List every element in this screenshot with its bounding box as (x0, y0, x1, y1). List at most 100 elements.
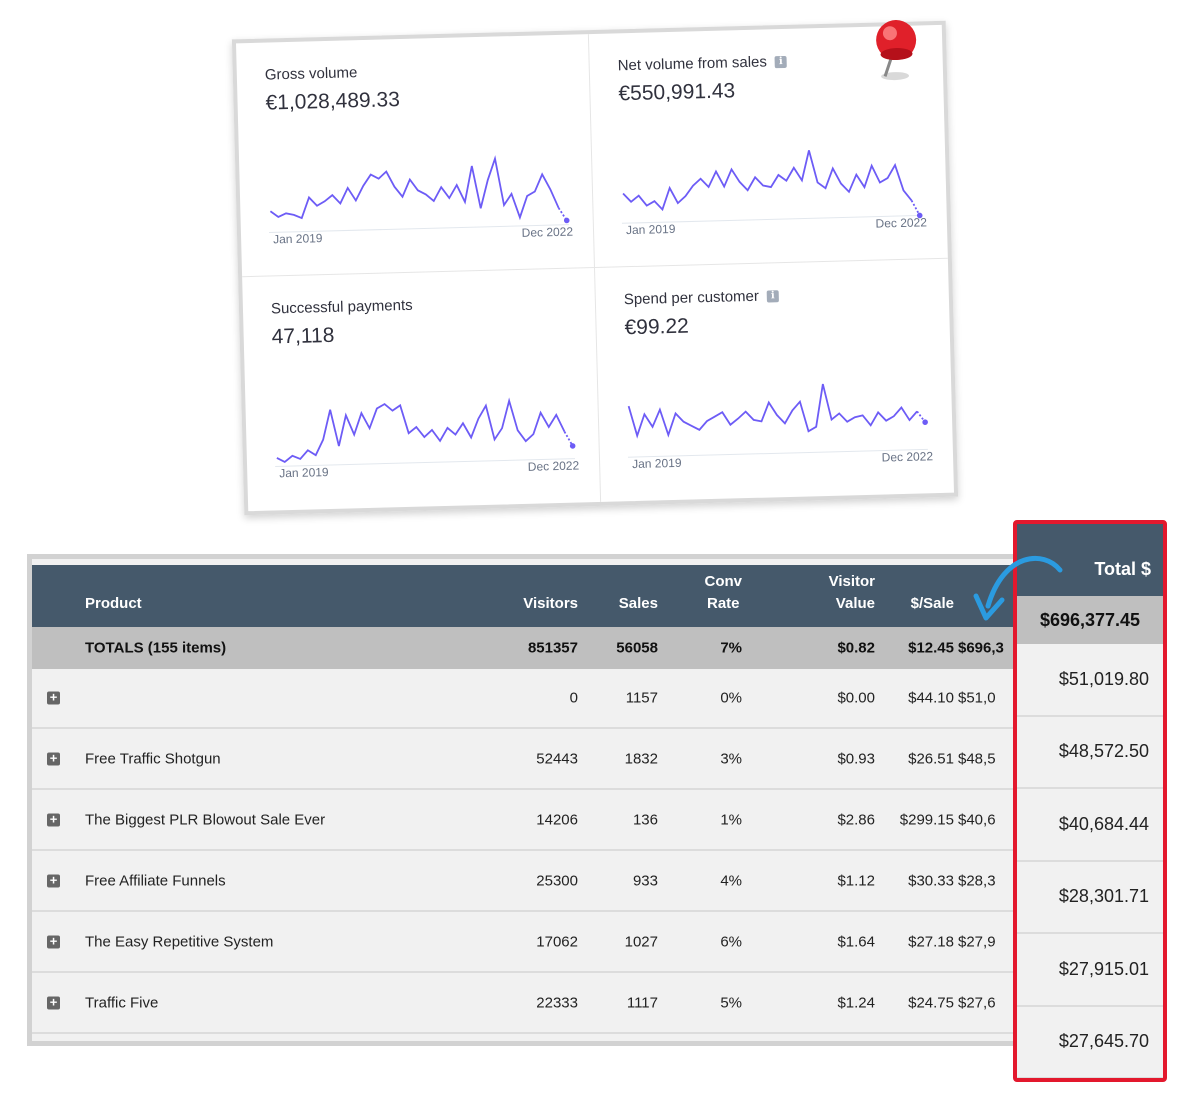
header-visitors[interactable]: Visitors (523, 595, 578, 612)
sparkline-baseline (275, 458, 575, 467)
row-sales: 136 (632, 811, 658, 829)
table-header: Product Visitors Sales Conv Rate Visitor… (32, 565, 1032, 627)
axis-start-label: Jan 2019 (272, 231, 323, 247)
row-product[interactable]: The Biggest PLR Blowout Sale Ever (85, 811, 326, 829)
row-product[interactable]: Traffic Five (85, 994, 159, 1012)
header-conv-rate[interactable]: Conv Rate (705, 571, 743, 615)
axis-start-label: Jan 2019 (631, 455, 682, 472)
highlight-total-cell: $28,301.71 (1017, 862, 1163, 934)
table-row[interactable]: + Free Traffic Shotgun 52443 1832 3% $0.93 $26… (32, 730, 1032, 790)
totals-per-sale: $12.45 (908, 639, 954, 657)
plus-square-icon[interactable]: + (47, 874, 60, 888)
axis-end-label: Dec 2022 (527, 458, 580, 474)
sparkline-baseline (621, 214, 922, 224)
highlight-total-cell: $51,019.80 (1017, 644, 1163, 717)
header-sales[interactable]: Sales (618, 595, 658, 612)
row-per-sale: $26.51 (908, 750, 954, 768)
axis-start-label: Jan 2019 (625, 221, 676, 238)
row-visitors: 14206 (536, 811, 578, 829)
plus-square-icon[interactable]: + (47, 935, 60, 949)
row-visitor-value: $1.24 (837, 994, 875, 1012)
sparkline-series (269, 155, 560, 221)
dashboard-card: Gross volume €1,028,489.33 Jan 2019 Dec 202… (231, 20, 959, 516)
sparkline-series (276, 397, 566, 464)
row-visitor-value: $1.12 (837, 872, 875, 890)
sparkline-baseline (268, 224, 569, 234)
table-row[interactable]: + Free Affiliate Funnels 25300 933 4% $1.12 $3… (32, 852, 1032, 912)
row-visitor-value: $0.00 (837, 689, 875, 707)
totals-total: $696,3 (958, 639, 1004, 657)
metric-panel[interactable]: Spend per customer i €99.22 Jan 2019 Dec 202… (595, 259, 954, 502)
table-row[interactable]: + The Easy Repetitive System 17062 1027 6% $1… (32, 913, 1032, 973)
sparkline-baseline (627, 448, 928, 458)
row-product[interactable]: Free Traffic Shotgun (85, 750, 221, 768)
total-column-highlight: Total $ $696,377.45 $51,019.80 $48,572.50… (1013, 520, 1167, 1082)
row-per-sale: $30.33 (908, 872, 954, 890)
metric-panel[interactable]: Net volume from sales i €550,991.43 Jan 201… (588, 24, 948, 269)
row-visitors: 52443 (536, 750, 578, 768)
sparkline-chart (268, 155, 570, 234)
highlight-total-cell: $27,645.70 (1017, 1007, 1163, 1078)
row-conv: 1% (720, 811, 742, 829)
table-row[interactable]: + The Biggest PLR Blowout Sale Ever 14206 1… (32, 791, 1032, 851)
row-conv: 5% (720, 994, 742, 1012)
metric-value: €99.22 (624, 314, 690, 340)
plus-square-icon[interactable]: + (47, 996, 60, 1010)
table-row[interactable]: + Traffic Five 22333 1117 5% $1.24 $24.75 $27,6 (32, 974, 1032, 1034)
totals-visitor-value: $0.82 (837, 639, 875, 657)
sparkline-chart (621, 150, 923, 224)
sparkline-series (622, 150, 913, 212)
row-product[interactable]: The Easy Repetitive System (85, 933, 274, 951)
metric-title-text: Net volume from sales (617, 53, 768, 75)
totals-label: TOTALS (155 items) (85, 639, 227, 657)
metric-panel[interactable]: Gross volume €1,028,489.33 Jan 2019 Dec 202… (235, 34, 596, 278)
info-icon[interactable]: i (774, 55, 788, 68)
row-visitors: 17062 (536, 933, 578, 951)
row-total: $27,6 (958, 994, 996, 1012)
row-per-sale: $44.10 (908, 689, 954, 707)
row-conv: 3% (720, 750, 742, 768)
header-conv-line2: Rate (706, 595, 740, 612)
axis-end-label: Dec 2022 (875, 215, 928, 231)
table-row[interactable]: +0 1157 0% $0.00 $44.10 $51,0 (32, 669, 1032, 729)
row-conv: 0% (720, 689, 742, 707)
info-icon[interactable]: i (766, 289, 780, 303)
metric-value: 47,118 (271, 323, 335, 349)
row-total: $48,5 (958, 750, 996, 768)
totals-sales: 56058 (616, 639, 658, 657)
highlight-values: $51,019.80 $48,572.50 $40,684.44 $28,301.71… (1017, 644, 1163, 1078)
header-vv-line2: Value (835, 595, 875, 612)
row-sales: 1832 (624, 750, 658, 768)
sparkline-projection (910, 199, 921, 216)
row-visitors: 0 (569, 689, 578, 707)
row-product[interactable]: Free Affiliate Funnels (85, 872, 226, 890)
axis-end-label: Dec 2022 (521, 224, 574, 240)
row-total: $51,0 (958, 689, 996, 707)
plus-square-icon[interactable]: + (47, 691, 60, 705)
sparkline-series (627, 383, 918, 439)
totals-row: TOTALS (155 items) 851357 56058 7% $0.82… (32, 627, 1032, 669)
row-total: $40,6 (958, 811, 996, 829)
row-conv: 4% (720, 872, 742, 890)
row-visitors: 25300 (536, 872, 578, 890)
row-visitor-value: $0.93 (837, 750, 875, 768)
row-per-sale: $27.18 (908, 933, 954, 951)
row-conv: 6% (720, 933, 742, 951)
header-conv-line1: Conv (704, 573, 743, 590)
pushpin-icon (876, 20, 917, 81)
header-per-sale[interactable]: $/Sale (910, 595, 954, 612)
row-visitors: 22333 (536, 994, 578, 1012)
metric-panel[interactable]: Successful payments 47,118 Jan 2019 Dec 202… (242, 268, 602, 512)
metric-value: €1,028,489.33 (265, 88, 401, 115)
sparkline-end-point (916, 212, 923, 219)
header-visitor-value[interactable]: Visitor Value (829, 571, 875, 615)
header-product[interactable]: Product (85, 595, 142, 612)
metric-title: Spend per customer i (624, 283, 949, 308)
row-sales: 1027 (624, 933, 658, 951)
totals-conv: 7% (720, 639, 742, 657)
highlight-total-cell: $48,572.50 (1017, 717, 1163, 789)
plus-square-icon[interactable]: + (47, 813, 60, 827)
highlight-grand-total: $696,377.45 (1017, 596, 1163, 644)
highlight-total-cell: $40,684.44 (1017, 789, 1163, 862)
plus-square-icon[interactable]: + (47, 752, 60, 766)
